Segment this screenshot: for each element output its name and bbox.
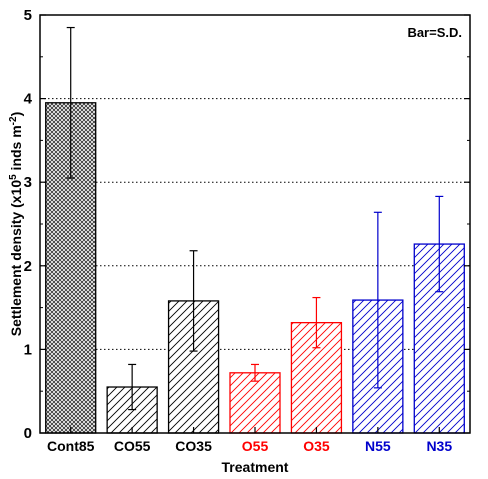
y-tick-label: 0 (24, 425, 32, 442)
y-axis-title: Settlement density (x105 inds m-2) (8, 112, 25, 337)
y-tick-label: 1 (24, 341, 32, 358)
y-axis-title-part-1: Settlement density (x10 (8, 180, 24, 337)
x-tick-label-n55: N55 (365, 438, 391, 454)
axis-ticks (40, 14, 470, 434)
x-tick-label-n35: N35 (426, 438, 452, 454)
error-bars (66, 26, 444, 411)
y-axis-title-sup-1: 5 (8, 174, 19, 180)
y-tick-label: 2 (24, 258, 32, 275)
y-axis-title-part-3: ) (8, 112, 24, 117)
y-tick-label: 3 (24, 174, 32, 191)
x-tick-label-o55: O55 (242, 438, 269, 454)
x-tick-label-o35: O35 (303, 438, 330, 454)
y-axis-title-part-2: inds m (8, 125, 24, 174)
x-axis-title: Treatment (222, 459, 289, 475)
y-tick-label: 5 (24, 7, 32, 24)
x-tick-labels: Cont85 CO55 CO35 O55 O35 N55 N35 (47, 438, 452, 454)
y-tick-labels: 0 1 2 3 4 5 (24, 7, 33, 442)
x-tick-label-co55: CO55 (114, 438, 151, 454)
y-tick-label: 4 (24, 91, 33, 108)
bars (45, 102, 465, 434)
annotation-bar-sd: Bar=S.D. (407, 25, 462, 40)
bar-o55 (229, 372, 281, 434)
x-tick-label-cont85: Cont85 (47, 438, 95, 454)
bar-o35 (290, 321, 343, 434)
x-tick-label-co35: CO35 (175, 438, 212, 454)
gridlines (40, 98, 470, 350)
y-axis-title-sup-2: -2 (8, 116, 19, 125)
